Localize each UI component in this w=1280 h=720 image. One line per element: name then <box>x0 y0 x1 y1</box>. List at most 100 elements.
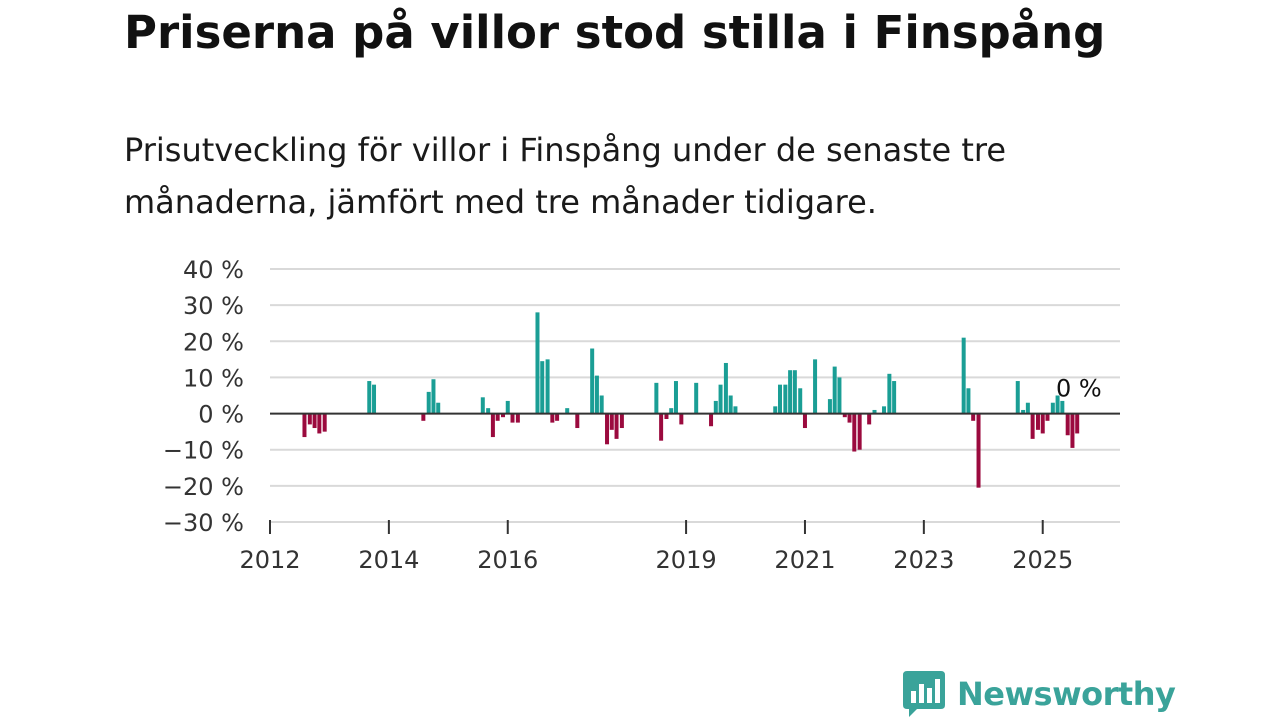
bar <box>1075 413 1080 434</box>
bar <box>673 381 678 414</box>
x-tick-label: 2025 <box>1012 546 1073 574</box>
bar <box>837 377 842 414</box>
y-tick-label: 10 % <box>183 364 244 392</box>
bar <box>872 409 877 414</box>
x-tick-label: 2019 <box>656 546 717 574</box>
bar <box>792 370 797 414</box>
bar <box>1045 413 1050 421</box>
y-tick-label: −20 % <box>163 473 244 501</box>
bar <box>788 370 793 414</box>
bar <box>1060 400 1065 414</box>
bar <box>842 413 847 418</box>
bar <box>1030 413 1035 439</box>
bar <box>501 413 506 418</box>
bar <box>798 388 803 414</box>
bar <box>664 413 669 419</box>
bar <box>535 312 540 414</box>
y-tick-label: −10 % <box>163 437 244 465</box>
bar <box>971 413 976 421</box>
x-tick-label: 2014 <box>358 546 419 574</box>
y-tick-label: 20 % <box>183 328 244 356</box>
bar <box>565 408 570 414</box>
bar <box>694 382 699 414</box>
bar <box>882 406 887 414</box>
bar <box>827 399 832 414</box>
bar <box>852 413 857 452</box>
x-tick-label: 2016 <box>477 546 538 574</box>
bar <box>545 359 550 414</box>
bar <box>654 382 659 414</box>
y-tick-label: 30 % <box>183 292 244 320</box>
bar <box>317 413 322 434</box>
bar <box>679 413 684 425</box>
bar <box>1040 413 1045 434</box>
bar <box>599 395 604 414</box>
bar <box>515 413 520 423</box>
bar <box>307 413 312 425</box>
bar <box>1015 381 1020 414</box>
bar <box>431 379 436 414</box>
newsworthy-wordmark: Newsworthy <box>957 675 1176 713</box>
chart-subtitle: Prisutveckling för villor i Finspång und… <box>124 131 1007 221</box>
bar <box>887 373 892 414</box>
bar <box>302 413 307 438</box>
bar-chart: 40 % 30 % 20 % 10 % 0 % −10 % −20 % −30 % 2012 2… <box>163 256 1120 574</box>
bar <box>480 397 485 414</box>
bars <box>302 312 1080 488</box>
y-tick-label: −30 % <box>163 509 244 537</box>
bar <box>813 359 818 414</box>
bar <box>367 381 372 414</box>
bar <box>733 406 738 414</box>
bar <box>614 413 619 439</box>
bar <box>1055 395 1060 414</box>
bar <box>778 384 782 414</box>
bar <box>728 395 733 414</box>
bar <box>966 388 971 414</box>
bar <box>773 406 778 414</box>
bar <box>802 413 807 429</box>
bar <box>575 413 580 429</box>
y-tick-label: 40 % <box>183 256 244 284</box>
bar <box>322 413 327 432</box>
y-tick-label: 0 % <box>198 401 244 429</box>
bar <box>540 361 545 414</box>
y-axis-labels: 40 % 30 % 20 % 10 % 0 % −10 % −20 % −30 % <box>163 256 244 537</box>
x-axis: 2012 2014 2016 2019 2021 2023 2025 <box>239 520 1073 574</box>
bar <box>619 413 624 429</box>
bar <box>1035 413 1040 430</box>
x-tick-label: 2012 <box>239 546 300 574</box>
x-tick-label: 2023 <box>893 546 954 574</box>
bar <box>961 337 966 414</box>
bar <box>490 413 495 438</box>
bar <box>426 391 431 414</box>
bar <box>421 413 426 421</box>
bar <box>867 413 872 425</box>
bar <box>495 413 500 421</box>
bar <box>1065 413 1070 436</box>
bar <box>847 413 852 423</box>
bar <box>594 375 599 414</box>
bar <box>892 381 897 414</box>
bar <box>709 413 714 427</box>
bar <box>783 384 788 414</box>
bar <box>1050 402 1055 414</box>
bar <box>659 413 664 441</box>
bar <box>1025 402 1030 414</box>
newsworthy-chart-icon <box>903 671 945 717</box>
bar <box>590 348 595 414</box>
bar <box>713 400 718 414</box>
newsworthy-logo: Newsworthy <box>903 671 1176 717</box>
chart-title: Priserna på villor stod stilla i Finspån… <box>124 6 1106 59</box>
bar <box>1070 413 1075 448</box>
bar <box>832 366 837 414</box>
bar <box>312 413 317 429</box>
bar <box>510 413 515 423</box>
last-value-label: 0 % <box>1056 375 1102 403</box>
bar <box>505 400 510 414</box>
bar <box>372 384 377 414</box>
bar <box>555 413 560 421</box>
bar <box>718 384 723 414</box>
bar <box>976 413 981 488</box>
annotations: 0 % <box>1056 375 1102 403</box>
bar <box>550 413 555 423</box>
